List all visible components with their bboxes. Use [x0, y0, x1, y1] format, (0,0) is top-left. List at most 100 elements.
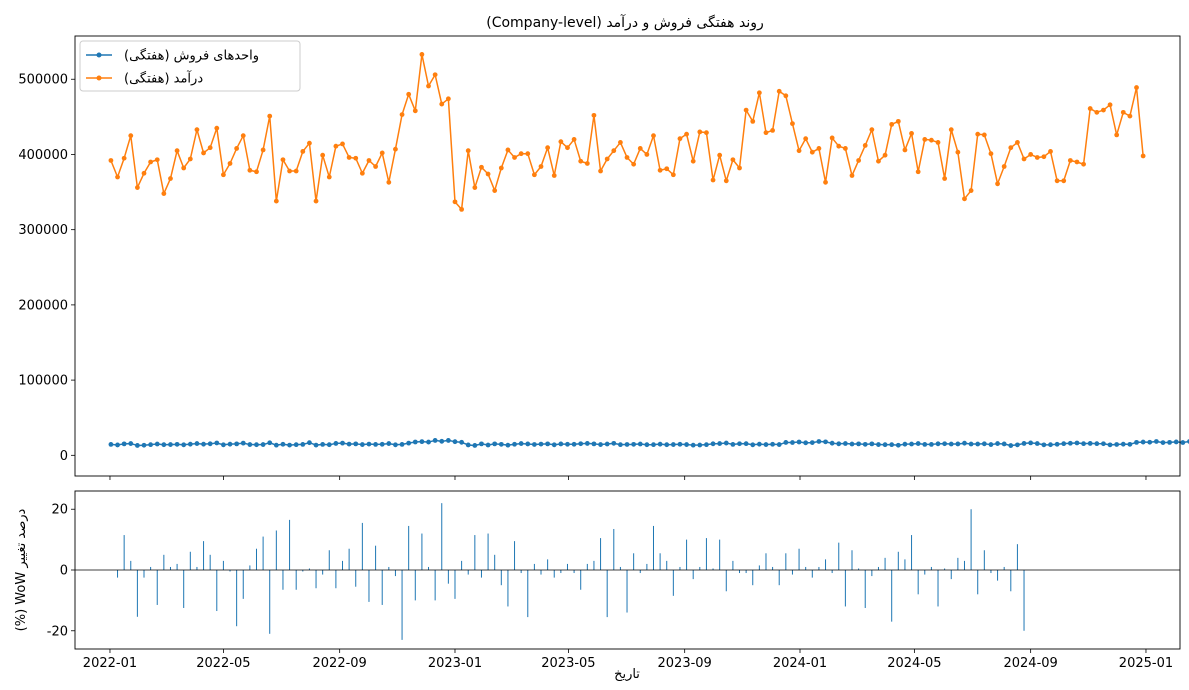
wow-bar: [553, 570, 555, 578]
data-point: [1028, 152, 1034, 157]
wow-bar: [963, 560, 965, 570]
data-point: [670, 442, 676, 447]
wow-bar: [361, 522, 363, 570]
wow-bar: [785, 553, 787, 570]
data-point: [366, 441, 372, 447]
wow-bar: [851, 550, 853, 570]
data-point: [545, 145, 551, 151]
data-point: [525, 441, 531, 447]
wow-bar: [719, 539, 721, 570]
data-point: [187, 441, 193, 447]
data-point: [485, 442, 491, 448]
wow-bar: [831, 570, 833, 574]
data-point: [227, 161, 233, 166]
data-point: [247, 442, 253, 447]
data-point: [922, 442, 928, 447]
data-point: [750, 442, 756, 448]
wow-bar: [904, 559, 906, 570]
wow-bar: [997, 570, 999, 581]
data-point: [207, 145, 213, 151]
data-point: [419, 439, 425, 445]
data-point: [571, 137, 577, 142]
wow-bar: [236, 570, 238, 627]
data-point: [644, 442, 650, 448]
data-point: [571, 441, 577, 447]
data-point: [320, 152, 326, 158]
data-point: [498, 165, 504, 171]
data-point: [942, 176, 948, 181]
wow-bar: [983, 550, 985, 570]
wow-bar: [600, 538, 602, 570]
wow-bar: [990, 570, 992, 574]
data-point: [856, 158, 862, 163]
data-point: [657, 167, 663, 173]
data-point: [1067, 440, 1073, 446]
data-point: [492, 441, 498, 447]
chart-title: روند هفتگی فروش و درآمد (Company-level): [486, 14, 764, 31]
wow-bar: [891, 570, 893, 622]
wow-bar: [295, 570, 297, 590]
data-point: [730, 442, 736, 447]
data-point: [174, 148, 180, 154]
wow-bar: [289, 519, 291, 570]
data-point: [803, 136, 809, 142]
data-point: [1015, 140, 1020, 145]
wow-bar: [249, 565, 251, 570]
data-point: [591, 441, 597, 447]
data-point: [479, 441, 484, 447]
data-point: [313, 442, 319, 448]
data-point: [399, 442, 405, 447]
data-point: [108, 158, 114, 163]
data-point: [882, 442, 888, 448]
wow-bar: [520, 570, 522, 574]
data-point: [148, 442, 154, 448]
wow-bar: [646, 563, 648, 570]
wow-bar: [957, 557, 959, 570]
data-point: [273, 198, 279, 204]
data-point: [889, 442, 895, 448]
data-point: [386, 441, 392, 446]
wow-bar: [342, 560, 344, 570]
data-point: [1074, 440, 1080, 446]
wow-bar: [507, 570, 509, 607]
wow-bar: [143, 570, 145, 578]
data-point: [611, 148, 617, 154]
data-point: [432, 72, 438, 78]
wow-bar: [950, 570, 952, 580]
data-point: [823, 179, 828, 185]
wow-bar: [560, 570, 562, 574]
data-point: [809, 149, 815, 155]
data-point: [1041, 442, 1047, 448]
wow-bar: [540, 570, 542, 575]
series-units: [108, 438, 1189, 448]
data-point: [525, 151, 531, 157]
data-point: [531, 442, 537, 447]
top-y-tick-label: 0: [60, 449, 68, 464]
bottom-y-tick-label: -20: [47, 624, 68, 639]
data-point: [704, 130, 709, 136]
wow-bar: [639, 570, 641, 574]
wow-bar: [924, 570, 926, 575]
wow-bar: [302, 570, 304, 572]
wow-bar: [970, 509, 972, 570]
data-point: [445, 438, 451, 443]
x-tick-label: 2022-01: [83, 656, 137, 671]
data-point: [393, 442, 398, 448]
wow-bar: [328, 550, 330, 570]
data-point: [770, 441, 775, 447]
top-y-tick-label: 500000: [18, 73, 68, 88]
data-point: [128, 133, 134, 139]
data-point: [293, 442, 299, 448]
top-y-tick-label: 300000: [18, 223, 68, 238]
legend-label-revenue: درآمد (هفتگی): [124, 70, 203, 87]
data-point: [783, 440, 789, 445]
wow-bar: [725, 570, 727, 592]
data-point: [340, 440, 345, 446]
data-point: [426, 439, 431, 445]
data-point: [578, 158, 584, 164]
data-point: [551, 442, 557, 448]
data-point: [214, 125, 220, 131]
wow-bar: [275, 530, 277, 570]
series-revenue: [108, 52, 1146, 212]
